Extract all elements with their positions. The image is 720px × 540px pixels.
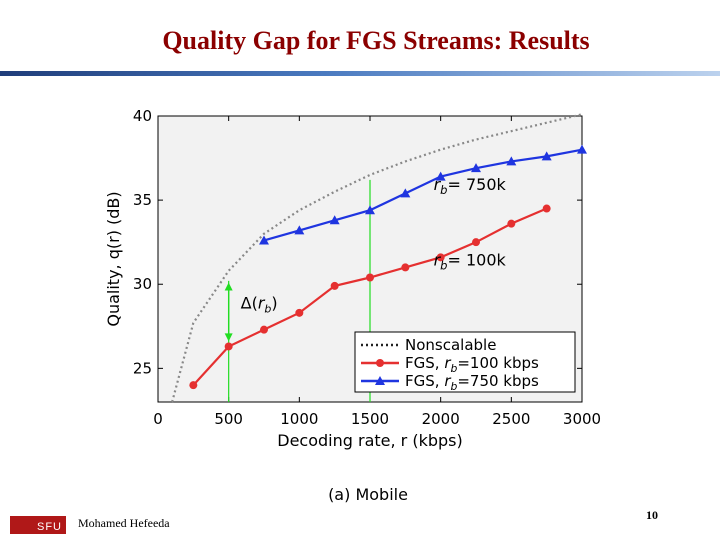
data-point-fgs750 <box>259 235 269 245</box>
title-divider <box>0 71 720 76</box>
legend-marker-circle <box>376 359 384 367</box>
data-point-fgs750 <box>435 171 446 181</box>
data-point-fgs750 <box>541 151 552 161</box>
legend-label-1: Nonscalable <box>405 336 496 354</box>
data-point-fgs100 <box>189 381 198 390</box>
x-tick-label: 1000 <box>280 410 318 428</box>
y-tick-label: 40 <box>133 107 152 125</box>
x-axis-label: Decoding rate, r (kbps) <box>277 431 462 450</box>
data-point-fgs100 <box>401 263 410 272</box>
page-number: 10 <box>646 508 658 522</box>
x-tick-label: 0 <box>153 410 163 428</box>
data-point-fgs100 <box>260 325 268 334</box>
data-point-fgs100 <box>472 238 480 247</box>
chart-caption: (a) Mobile <box>328 485 408 504</box>
x-tick-label: 2500 <box>492 410 530 428</box>
series-annotation-2: rb= 100k <box>434 251 507 273</box>
data-point-fgs100 <box>507 219 516 228</box>
data-point-fgs750 <box>471 163 481 173</box>
slide-title: Quality Gap for FGS Streams: Results <box>162 26 590 55</box>
series-annotation-1: rb= 750k <box>434 175 507 197</box>
data-point-fgs100 <box>436 253 445 262</box>
legend-label-2: FGS, rb=100 kbps <box>405 354 539 375</box>
data-point-fgs750 <box>294 225 305 235</box>
x-tick-label: 500 <box>214 410 243 428</box>
series-line-1 <box>171 113 583 403</box>
x-tick-label: 2000 <box>422 410 460 428</box>
data-point-fgs100 <box>330 281 339 290</box>
y-tick-label: 30 <box>133 275 152 293</box>
data-point-fgs750 <box>506 156 517 166</box>
data-point-fgs750 <box>329 215 340 225</box>
data-point-fgs750 <box>577 144 587 154</box>
x-tick-label: 3000 <box>563 410 601 428</box>
x-tick-label: 1500 <box>351 410 389 428</box>
delta-arrow-head-top <box>224 282 233 291</box>
sfu-logo: SFU <box>10 516 66 534</box>
legend-marker-triangle <box>375 376 385 385</box>
legend-label-3: FGS, rb=750 kbps <box>405 372 539 393</box>
y-tick-label: 25 <box>133 359 152 377</box>
delta-label: Δ(rb) <box>241 294 278 316</box>
delta-arrow-head-bottom <box>224 333 233 342</box>
y-tick-label: 35 <box>133 191 152 209</box>
y-axis-label: Quality, q(r) (dB) <box>104 191 123 326</box>
footer-author: Mohamed Hefeeda <box>78 516 170 530</box>
data-point-fgs750 <box>400 188 411 198</box>
data-point-fgs100 <box>542 204 551 213</box>
series-line-3 <box>263 148 583 242</box>
data-point-fgs100 <box>224 342 233 351</box>
data-point-fgs100 <box>366 273 374 282</box>
data-point-fgs100 <box>295 308 304 317</box>
data-point-fgs750 <box>365 205 375 215</box>
